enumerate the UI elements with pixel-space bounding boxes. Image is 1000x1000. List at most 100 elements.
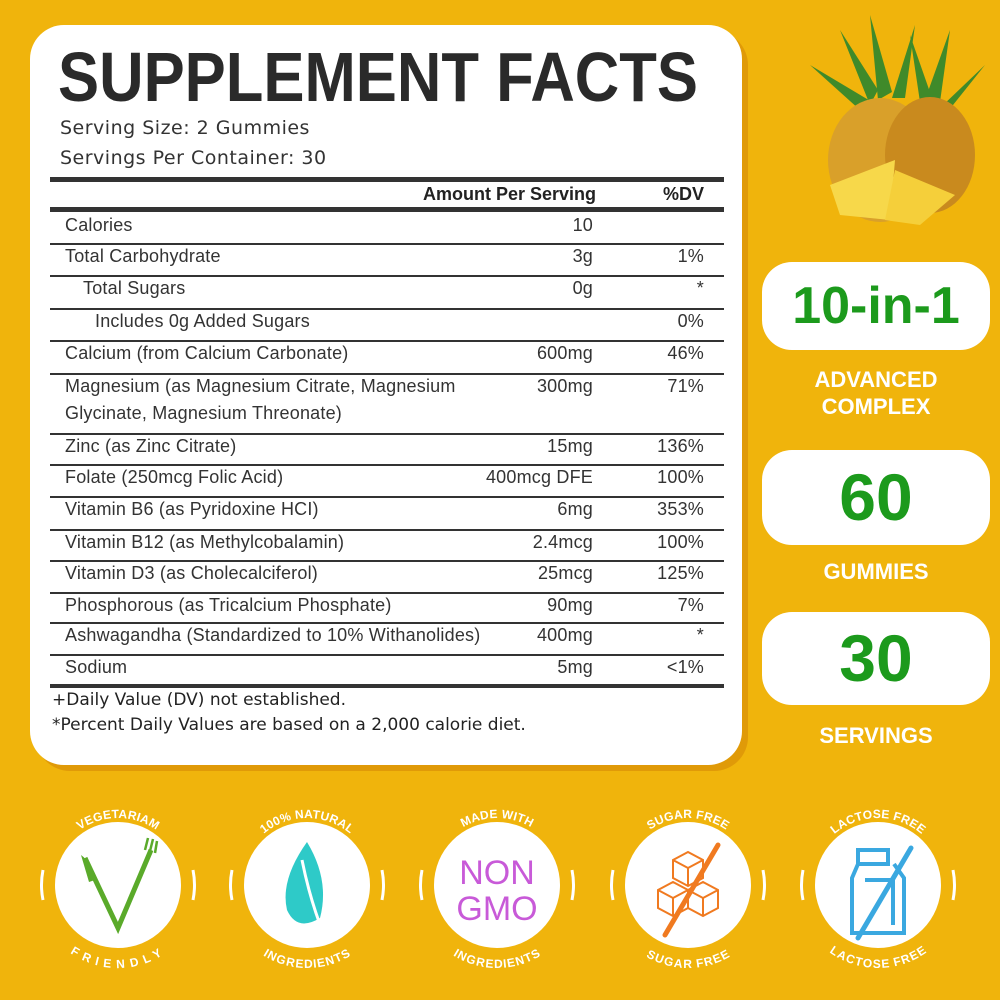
daily-value: 100% <box>657 532 704 552</box>
table-row: Magnesium (as Magnesium Citrate, Magnesi… <box>50 373 724 433</box>
nutrient-name: Vitamin D3 (as Cholecalciferol) <box>65 563 318 583</box>
highlight-label: ADVANCED COMPLEX <box>762 366 990 420</box>
highlight-pill: 10-in-1 <box>762 262 990 350</box>
table-row: Folate (250mcg Folic Acid) 400mcg DFE 100% <box>50 464 724 496</box>
gmo-text: GMO <box>456 890 537 928</box>
amount: 90mg <box>547 595 593 615</box>
daily-value: 100% <box>657 467 704 487</box>
nutrient-name: Includes 0g Added Sugars <box>95 311 310 331</box>
daily-value: 353% <box>657 499 704 519</box>
svg-text:INGREDIENTS: INGREDIENTS <box>261 946 352 970</box>
badge-vegetarian-fork-knife: VEGETARIAM FRIENDLY <box>40 807 196 970</box>
svg-text:SUGAR FREE: SUGAR FREE <box>644 947 731 970</box>
nutrient-name: Magnesium (as Magnesium Citrate, Magnesi… <box>65 376 456 396</box>
serving-size: Serving Size: 2 Gummies <box>60 117 310 139</box>
table-row: Zinc (as Zinc Citrate) 15mg 136% <box>50 433 724 464</box>
supplement-facts-panel: SUPPLEMENT FACTS Serving Size: 2 Gummies… <box>30 25 742 765</box>
daily-value: 0% <box>677 311 704 331</box>
daily-value: 125% <box>657 563 704 583</box>
divider <box>50 177 724 182</box>
badge-leaf: 100% NATURAL INGREDIENTS <box>229 807 385 970</box>
amount: 600mg <box>536 343 593 363</box>
daily-value: 7% <box>677 595 704 615</box>
amount: 10 <box>572 215 593 235</box>
amount: 25mcg <box>537 563 593 583</box>
pineapple-image <box>810 15 985 225</box>
highlight-pill: 30 <box>762 612 990 705</box>
badge-sugar-cubes-crossed: SUGAR FREE SUGAR FREE <box>610 807 766 970</box>
svg-text:INGREDIENTS: INGREDIENTS <box>451 946 542 970</box>
footnote: *Percent Daily Values are based on a 2,0… <box>52 715 526 735</box>
badge-bottom-text: INGREDIENTS <box>451 946 542 970</box>
amount: 400mg <box>536 625 593 645</box>
divider <box>50 243 724 245</box>
highlight-label: GUMMIES <box>762 558 990 585</box>
nutrient-name: Sodium <box>65 657 128 677</box>
non-text: NON <box>459 854 535 892</box>
badge-bottom-text: SUGAR FREE <box>644 947 731 970</box>
header-amount: Amount Per Serving <box>422 184 596 204</box>
vegetarian-fork-knife-icon <box>81 837 159 935</box>
amount: 5mg <box>557 657 593 677</box>
daily-value: 136% <box>657 436 704 456</box>
divider <box>50 308 724 310</box>
table-row: Vitamin D3 (as Cholecalciferol) 25mcg 125% <box>50 560 724 592</box>
divider <box>50 529 724 531</box>
divider <box>50 275 724 277</box>
daily-value: 46% <box>667 343 704 363</box>
nutrient-name: Total Carbohydrate <box>65 246 221 266</box>
divider <box>50 560 724 562</box>
divider <box>50 592 724 594</box>
nutrient-name: Folate (250mcg Folic Acid) <box>65 467 284 487</box>
table-row: Phosphorous (as Tricalcium Phosphate) 90m… <box>50 592 724 622</box>
highlight-label-line: COMPLEX <box>821 394 931 419</box>
nutrient-name: Phosphorous (as Tricalcium Phosphate) <box>65 595 392 615</box>
highlight-label-line: ADVANCED <box>814 367 938 392</box>
daily-value: <1% <box>666 657 704 677</box>
panel-title: SUPPLEMENT FACTS <box>58 38 699 116</box>
nutrient-name: Ashwagandha (Standardized to 10% Withano… <box>65 625 481 645</box>
table-row: Total Sugars 0g * <box>50 275 724 308</box>
table-row: Ashwagandha (Standardized to 10% Withano… <box>50 622 724 654</box>
leaf-icon <box>285 842 326 936</box>
divider <box>50 496 724 498</box>
table-row: Calcium (from Calcium Carbonate) 600mg 46% <box>50 340 724 373</box>
highlight-label-line: GUMMIES <box>823 559 929 584</box>
highlight-pill: 60 <box>762 450 990 545</box>
amount: 300mg <box>536 376 593 396</box>
table-row: Sodium 5mg <1% <box>50 654 724 685</box>
divider <box>50 373 724 375</box>
daily-value: 71% <box>667 376 704 396</box>
highlight-label-line: SERVINGS <box>819 723 933 748</box>
badge-circle <box>434 822 560 948</box>
badge-milk-carton-crossed: LACTOSE FREE LACTOSE FREE <box>800 807 956 970</box>
servings-per-container: Servings Per Container: 30 <box>60 147 327 169</box>
daily-value: * <box>696 625 704 645</box>
milk-carton-crossed-icon <box>850 845 914 941</box>
daily-value: 1% <box>677 246 704 266</box>
nutrient-name: Vitamin B12 (as Methylcobalamin) <box>65 532 345 552</box>
divider <box>50 433 724 435</box>
nutrient-name: Zinc (as Zinc Citrate) <box>65 436 237 456</box>
table-row: Vitamin B12 (as Methylcobalamin) 2.4mcg 10… <box>50 529 724 560</box>
amount: 3g <box>572 246 593 266</box>
nutrient-name: Calcium (from Calcium Carbonate) <box>65 343 349 363</box>
divider <box>50 684 724 688</box>
nutrient-name: Vitamin B6 (as Pyridoxine HCI) <box>65 499 319 519</box>
sugar-cubes-crossed-icon <box>657 842 721 938</box>
table-row: Vitamin B6 (as Pyridoxine HCI) 6mg 353% <box>50 496 724 529</box>
divider <box>50 340 724 342</box>
nutrient-name: Calories <box>65 215 133 235</box>
amount: 0g <box>572 278 593 298</box>
amount: 400mcg DFE <box>485 467 593 487</box>
amount: 2.4mcg <box>532 532 593 552</box>
divider <box>50 654 724 656</box>
footnote: +Daily Value (DV) not established. <box>52 690 347 710</box>
highlight-label: SERVINGS <box>762 722 990 749</box>
divider <box>50 207 724 212</box>
table-row: Total Carbohydrate 3g 1% <box>50 243 724 275</box>
badge-circle <box>815 822 941 948</box>
divider <box>50 464 724 466</box>
